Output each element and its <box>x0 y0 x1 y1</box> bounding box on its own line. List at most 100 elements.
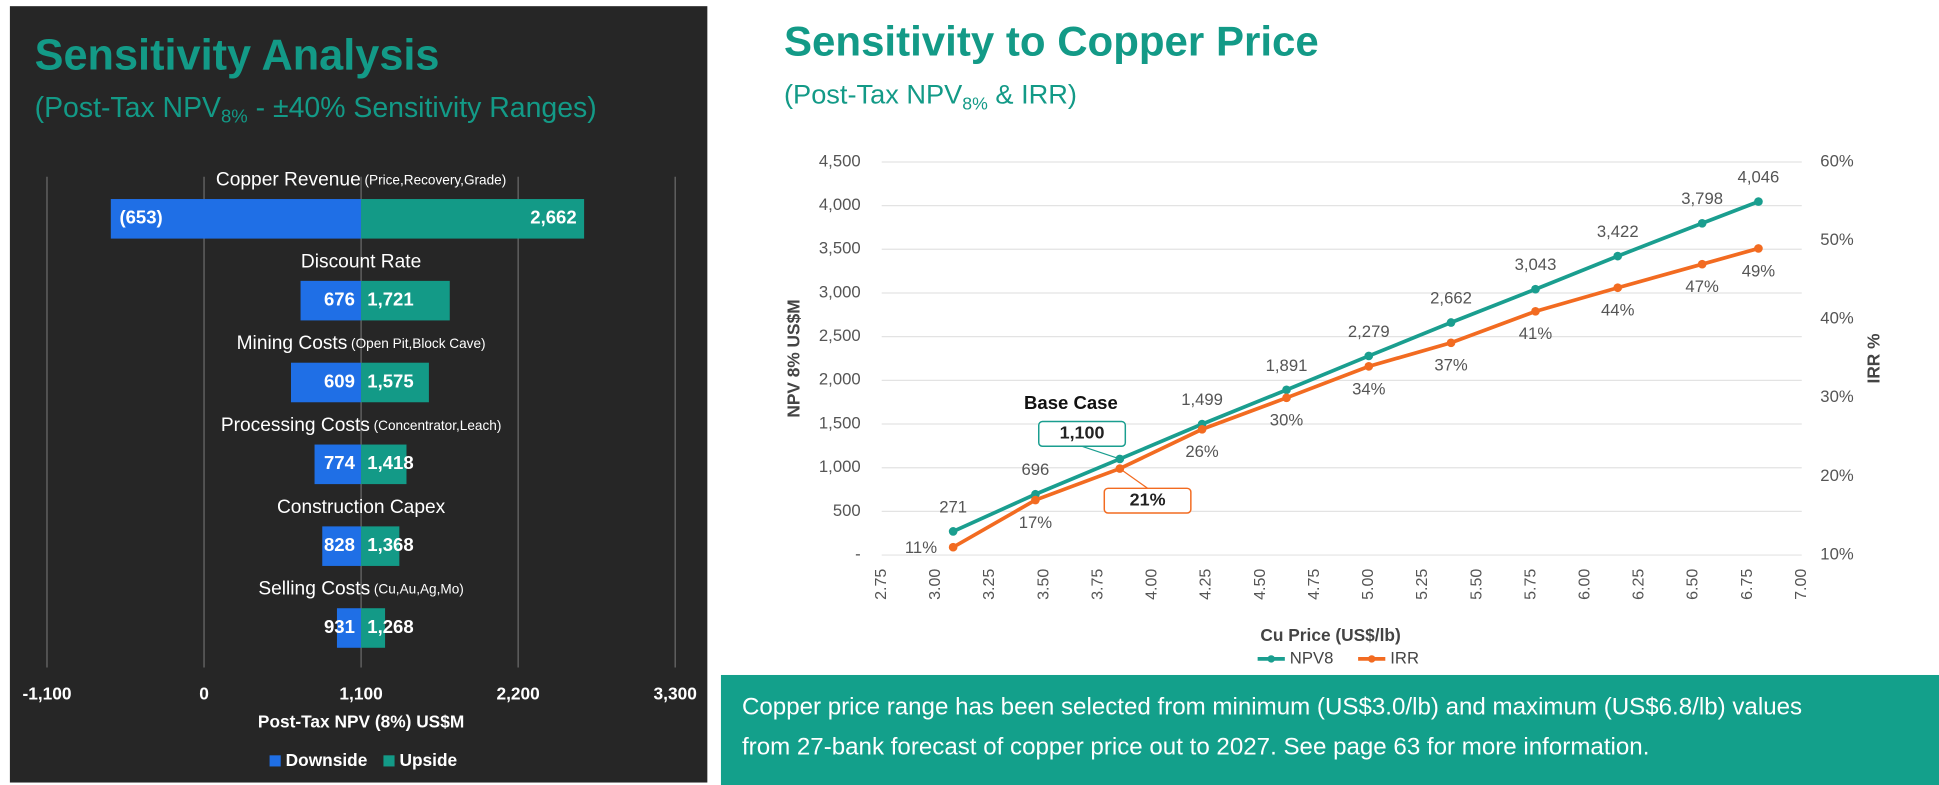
category-name: Discount Rate <box>301 251 421 272</box>
y2-tick-label: 40% <box>1820 309 1854 328</box>
category-name: Processing Costs <box>221 415 370 436</box>
y-tick-label: 4,000 <box>819 195 861 214</box>
category-name: Construction Capex <box>277 497 446 518</box>
y2-tick-label: 60% <box>1820 151 1854 170</box>
y-tick-label: 3,500 <box>819 239 861 258</box>
x-axis-label: Post-Tax NPV (8%) US$M <box>258 712 464 732</box>
x-tick-label: 4.25 <box>1197 569 1215 600</box>
x-tick-label: 3.25 <box>980 569 998 600</box>
point-label: 4,046 <box>1738 168 1780 187</box>
category-detail: (Concentrator,Leach) <box>374 418 502 433</box>
bar <box>361 444 407 485</box>
bar <box>110 199 362 239</box>
x-tick-label: 5.50 <box>1467 569 1485 600</box>
series-point <box>1531 284 1540 294</box>
category-name: Selling Costs <box>258 579 370 600</box>
chart-subtitle: (Post-Tax NPV8% - ±40% Sensitivity Range… <box>35 91 597 126</box>
series-point <box>1531 307 1540 316</box>
point-label: 34% <box>1352 379 1386 398</box>
point-label: 271 <box>939 497 967 516</box>
point-label: 2,662 <box>1430 288 1472 307</box>
category-name: Mining Costs <box>237 333 348 354</box>
bar-value-label: 1,268 <box>367 616 413 637</box>
legend-label: IRR <box>1390 648 1419 667</box>
x-tick-label: 5.75 <box>1521 569 1539 600</box>
point-label: 37% <box>1434 356 1468 375</box>
bar-value-label: 774 <box>324 452 356 473</box>
point-label: 3,422 <box>1597 222 1639 241</box>
subtitle-part: (Post-Tax NPV <box>35 91 221 123</box>
point-label: 26% <box>1185 442 1219 461</box>
legend-swatch <box>269 755 281 767</box>
x-tick-label: 3.75 <box>1088 569 1106 600</box>
series-point <box>1282 393 1291 403</box>
legend-swatch <box>383 755 395 767</box>
point-label: 41% <box>1519 324 1553 343</box>
category-label: Copper Revenue (Price,Recovery,Grade) <box>216 170 506 191</box>
point-label: 30% <box>1270 411 1304 430</box>
category-label: Construction Capex <box>277 497 446 518</box>
category-label: Discount Rate <box>301 251 421 272</box>
legend-marker <box>1368 655 1376 663</box>
y2-tick-label: 10% <box>1820 544 1854 563</box>
x-tick-label: 6.50 <box>1684 569 1702 600</box>
legend-label: Downside <box>286 750 368 770</box>
series-point <box>1115 454 1125 464</box>
x-tick-label: 1,100 <box>339 683 382 703</box>
callout-label: 1,100 <box>1060 423 1105 443</box>
series-point <box>948 527 958 536</box>
callout-label: 21% <box>1130 489 1166 509</box>
category-name: Copper Revenue <box>216 170 361 191</box>
chart-title: Sensitivity Analysis <box>35 32 440 80</box>
x-tick-label: 6.25 <box>1630 569 1648 600</box>
x-tick-label: 5.25 <box>1413 569 1431 600</box>
series-point <box>1446 318 1456 327</box>
y-tick-label: 2,000 <box>819 370 861 389</box>
bar-value-label: 2,662 <box>530 207 576 228</box>
y-tick-label: 4,500 <box>819 151 861 170</box>
subtitle-part: (Post-Tax NPV <box>784 79 963 110</box>
bar <box>290 362 362 403</box>
series-point <box>1031 495 1040 505</box>
point-label: 1,891 <box>1266 356 1308 375</box>
bar-value-label: 1,721 <box>367 289 413 310</box>
footer-text: from 27-bank forecast of copper price ou… <box>742 733 1649 760</box>
x-tick-label: 4.50 <box>1251 569 1269 600</box>
subtitle-part: 8% <box>962 93 988 113</box>
x-tick-label: 6.75 <box>1738 569 1756 600</box>
series-point <box>1754 197 1763 206</box>
series-point <box>1364 351 1374 361</box>
bar-value-label: 676 <box>324 289 355 310</box>
y-tick-label: 2,500 <box>819 326 861 345</box>
category-label: Selling Costs (Cu,Au,Ag,Mo) <box>258 579 463 600</box>
leader-line <box>1119 468 1148 489</box>
point-label: 696 <box>1021 460 1049 479</box>
x-tick-label: 2.75 <box>872 569 890 600</box>
category-label: Mining Costs (Open Pit,Block Cave) <box>237 333 486 354</box>
bar <box>361 199 585 239</box>
point-label: 44% <box>1601 301 1635 320</box>
point-label: 1,499 <box>1181 390 1223 409</box>
x-tick-label: 3,300 <box>654 683 697 703</box>
bar <box>314 444 362 485</box>
point-label: 2,279 <box>1348 322 1390 341</box>
subtitle-part: & IRR) <box>988 79 1077 110</box>
bar-value-label: 1,575 <box>367 370 413 391</box>
callout-box <box>1038 420 1127 448</box>
leader-line <box>1081 445 1121 460</box>
point-label: 47% <box>1685 277 1719 296</box>
y2-axis-label: IRR % <box>1863 334 1883 384</box>
y2-tick-label: 20% <box>1820 466 1854 485</box>
x-tick-label: 4.75 <box>1305 569 1323 600</box>
bar-value-label: 1,418 <box>367 452 413 473</box>
category-detail: (Price,Recovery,Grade) <box>364 172 506 187</box>
series-point <box>1282 385 1291 395</box>
series-point <box>1754 244 1763 253</box>
bar-value-label: 931 <box>324 616 355 637</box>
legend-label: NPV8 <box>1290 648 1334 667</box>
x-tick-label: 7.00 <box>1792 569 1810 600</box>
point-label: 17% <box>1019 513 1053 532</box>
bar <box>300 280 362 321</box>
y2-tick-label: 30% <box>1820 387 1854 406</box>
